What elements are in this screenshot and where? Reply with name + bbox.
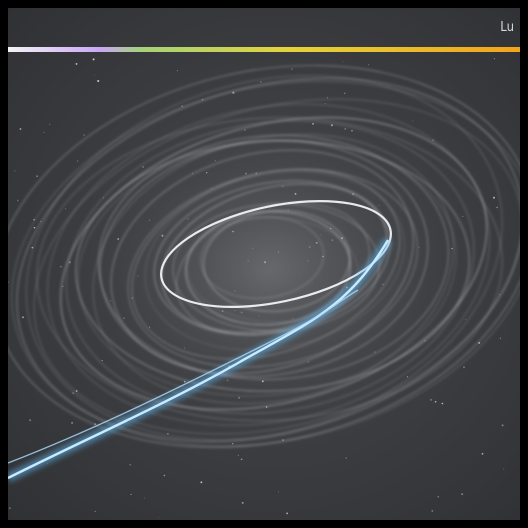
- star: [368, 64, 370, 66]
- spiral-ring: [186, 216, 359, 323]
- star: [465, 319, 467, 320]
- star: [437, 496, 439, 498]
- star: [291, 68, 293, 70]
- star: [462, 215, 464, 218]
- star: [59, 265, 62, 268]
- star: [181, 105, 183, 108]
- light-streak: [8, 239, 390, 480]
- star: [130, 493, 132, 495]
- spiral-ring: [75, 139, 470, 392]
- spiral-ring: [92, 133, 454, 405]
- star: [62, 285, 64, 288]
- spiral-ring: [98, 134, 449, 380]
- star: [498, 294, 500, 296]
- star: [129, 463, 131, 466]
- spiral-ring: [65, 120, 475, 415]
- light-streak-secondary: [8, 289, 359, 464]
- star: [241, 501, 244, 504]
- star: [8, 281, 9, 283]
- star: [493, 58, 496, 60]
- core-glow: [70, 110, 470, 430]
- spiral-ring: [8, 65, 520, 448]
- spiral-ring: [144, 171, 405, 351]
- star: [167, 433, 169, 435]
- star: [92, 58, 95, 61]
- star: [94, 510, 96, 513]
- star: [33, 226, 36, 229]
- star: [503, 468, 505, 470]
- spiral-ring: [110, 149, 414, 375]
- spiral-ring: [131, 169, 401, 360]
- star: [430, 399, 432, 401]
- star: [463, 366, 465, 368]
- spiral-ring: [25, 74, 503, 441]
- star: [231, 442, 234, 445]
- star: [22, 316, 24, 319]
- spiral-ring: [185, 210, 352, 326]
- star: [93, 74, 95, 76]
- star: [441, 402, 444, 405]
- star: [342, 61, 344, 63]
- star: [176, 70, 178, 72]
- spiral-ring: [160, 183, 388, 334]
- star: [163, 474, 166, 477]
- spiral-rings: [8, 65, 520, 448]
- spiral-ring: [172, 203, 380, 332]
- star: [29, 419, 32, 422]
- star: [412, 120, 414, 122]
- star: [481, 452, 484, 455]
- star: [277, 491, 279, 493]
- bright-inner-ring: [160, 200, 392, 308]
- star: [14, 170, 16, 172]
- star: [43, 131, 45, 133]
- corner-label: Lu: [500, 20, 514, 35]
- star: [286, 512, 288, 515]
- spiral-ring: [127, 168, 418, 368]
- star: [76, 160, 79, 162]
- star: [499, 337, 502, 339]
- spiral-ring: [33, 98, 520, 435]
- star: [501, 424, 504, 427]
- star: [492, 196, 496, 199]
- star: [324, 103, 326, 105]
- galaxy-scene: Lu: [8, 8, 520, 520]
- star: [431, 509, 434, 512]
- spiral-ring: [11, 80, 520, 447]
- star: [240, 458, 243, 461]
- color-bar: [8, 47, 520, 52]
- star: [9, 507, 11, 509]
- star: [282, 439, 284, 442]
- star: [461, 493, 463, 495]
- star: [237, 454, 240, 457]
- star: [75, 62, 78, 65]
- star: [345, 457, 347, 459]
- star: [260, 81, 262, 83]
- star: [19, 128, 22, 130]
- star: [17, 199, 19, 202]
- star: [144, 497, 146, 499]
- star: [65, 208, 67, 210]
- star: [49, 123, 51, 125]
- star: [101, 359, 103, 362]
- star: [496, 206, 498, 209]
- star: [33, 219, 35, 221]
- star: [97, 79, 100, 83]
- star: [71, 421, 74, 424]
- star: [434, 400, 437, 403]
- star: [326, 97, 329, 99]
- star: [343, 92, 346, 94]
- scene-artwork: [8, 47, 520, 518]
- star: [83, 134, 85, 136]
- star: [36, 175, 38, 177]
- star: [232, 91, 235, 94]
- star: [200, 481, 203, 484]
- star: [158, 516, 160, 518]
